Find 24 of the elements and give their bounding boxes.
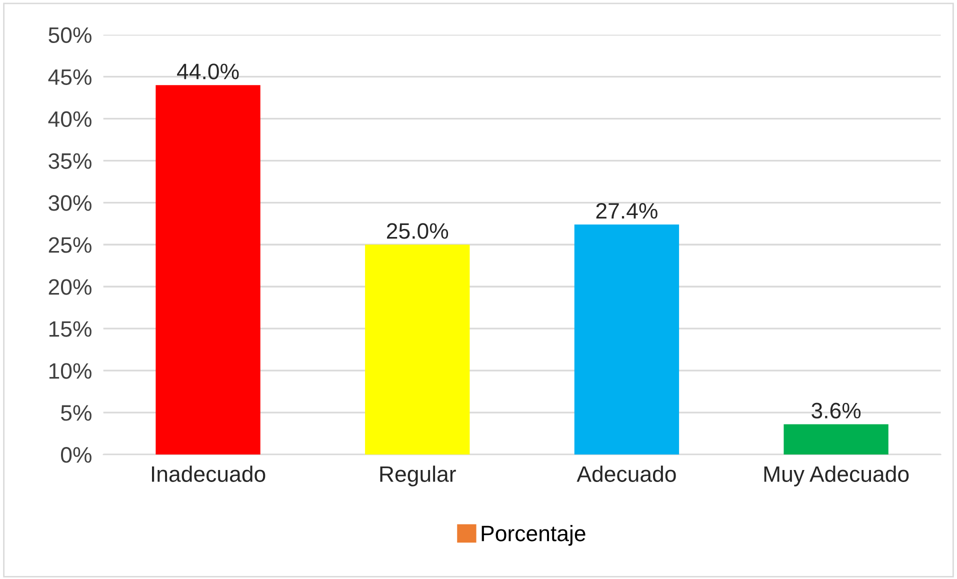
y-tick-label: 50% (48, 27, 92, 44)
x-tick-label: Adecuado (576, 466, 676, 482)
y-tick-label: 30% (48, 195, 92, 211)
x-tick-label: Muy Adecuado (764, 466, 909, 486)
y-tick-label: 45% (48, 69, 92, 85)
y-tick-label: 40% (48, 111, 92, 127)
data-label: 3.6% (812, 402, 861, 419)
x-tick-label: Regular (380, 466, 456, 486)
y-tick-label: 15% (49, 321, 92, 337)
text: Porcentaje (482, 525, 586, 546)
y-tick-label: 0% (60, 447, 92, 463)
data-label: 44.0% (177, 64, 239, 80)
x-tick-label: Inadecuado (152, 466, 266, 482)
y-tick-label: 5% (61, 405, 92, 421)
data-label: 25.0% (386, 223, 448, 239)
y-tick-label: 35% (48, 153, 92, 169)
bar (156, 85, 260, 455)
bar (574, 224, 680, 455)
bar (784, 424, 888, 455)
bar (365, 244, 470, 455)
y-tick-label: 10% (49, 363, 92, 379)
y-tick-label: 25% (48, 237, 92, 253)
y-tick-label: 20% (48, 279, 92, 295)
data-label: 27.4% (596, 202, 658, 219)
